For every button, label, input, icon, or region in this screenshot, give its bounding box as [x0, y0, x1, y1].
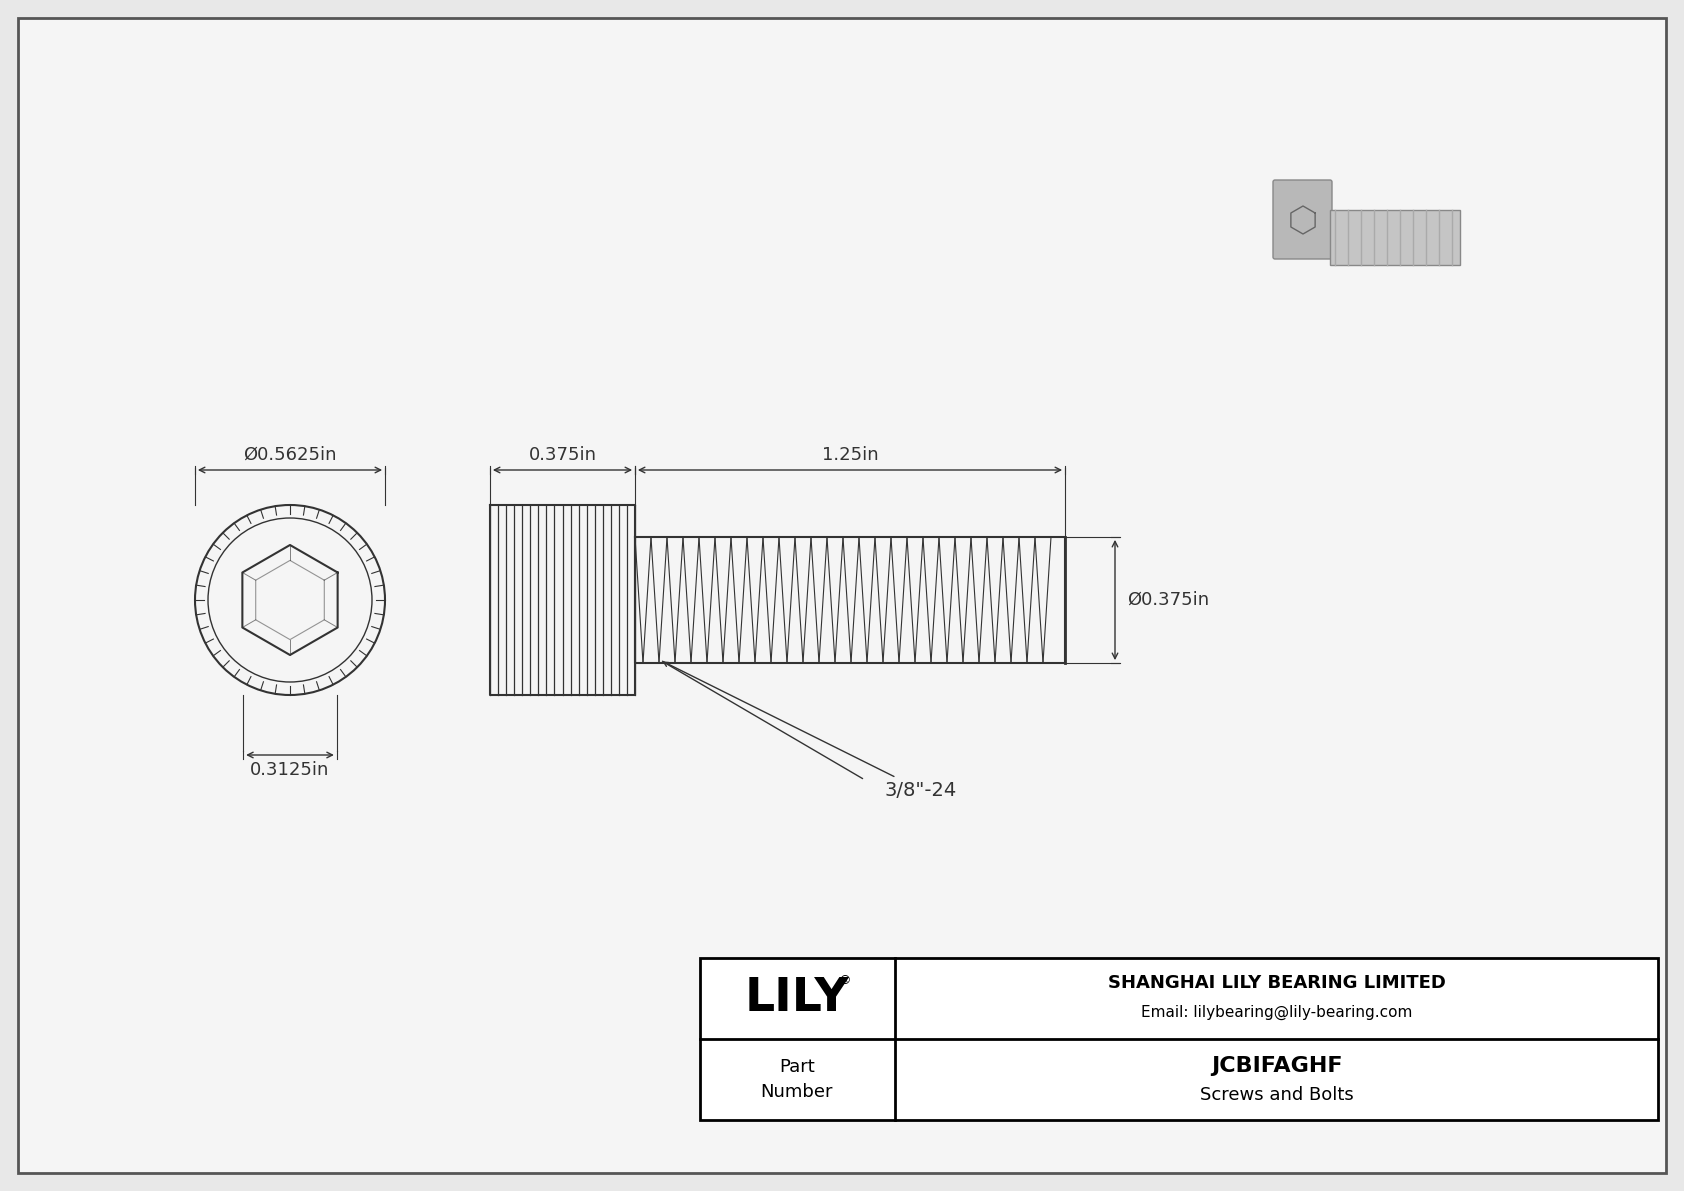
Text: LILY: LILY — [744, 975, 849, 1021]
FancyBboxPatch shape — [19, 18, 1665, 1173]
Text: 3/8"-24: 3/8"-24 — [662, 661, 957, 799]
Text: Ø0.5625in: Ø0.5625in — [242, 445, 337, 464]
Text: 0.375in: 0.375in — [529, 445, 596, 464]
Text: JCBIFAGHF: JCBIFAGHF — [1211, 1055, 1342, 1075]
FancyBboxPatch shape — [701, 958, 1659, 1120]
Text: SHANGHAI LILY BEARING LIMITED: SHANGHAI LILY BEARING LIMITED — [1108, 973, 1445, 991]
Text: Part
Number: Part Number — [761, 1058, 834, 1100]
Text: 0.3125in: 0.3125in — [251, 761, 330, 779]
Text: ®: ® — [839, 974, 850, 987]
Text: Ø0.375in: Ø0.375in — [1127, 591, 1209, 609]
Text: Screws and Bolts: Screws and Bolts — [1199, 1086, 1354, 1104]
Text: 1.25in: 1.25in — [822, 445, 879, 464]
FancyBboxPatch shape — [1330, 210, 1460, 266]
Text: Email: lilybearing@lily-bearing.com: Email: lilybearing@lily-bearing.com — [1140, 1005, 1413, 1021]
FancyBboxPatch shape — [1273, 180, 1332, 258]
